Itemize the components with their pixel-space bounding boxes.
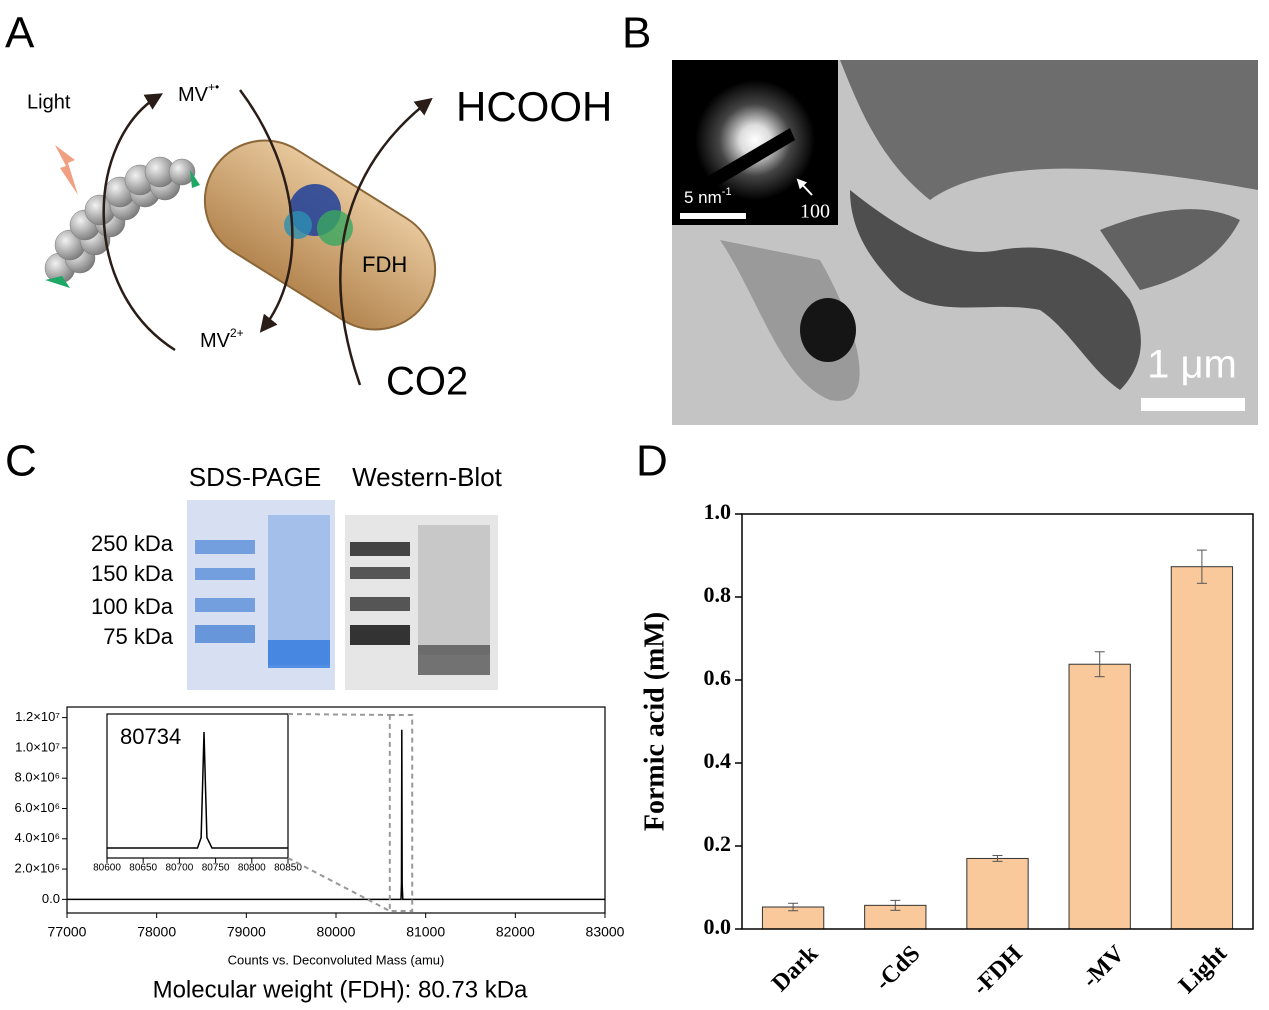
error-bar xyxy=(992,855,1003,862)
x-tick-label: 80800 xyxy=(238,863,266,874)
x-tick-label: -MV xyxy=(1078,940,1131,993)
x-tick-label: 80650 xyxy=(129,863,157,874)
x-tick-label: 80700 xyxy=(165,863,193,874)
mv-reduced-label: MV+• xyxy=(178,80,219,106)
mv-text: MV xyxy=(200,330,231,352)
y-tick-label: 0.6 xyxy=(704,665,732,690)
substrate-label: CO2 xyxy=(386,360,468,404)
y-tick-label: 0.2 xyxy=(704,831,732,856)
y-tick-label: 1.0 xyxy=(704,499,732,524)
y-tick-label: 6.0×10⁶ xyxy=(15,800,60,815)
bar xyxy=(1068,663,1131,930)
plot-frame xyxy=(106,713,289,859)
panel-label: D xyxy=(636,437,668,486)
line-series xyxy=(67,729,605,901)
marker-label: 75 kDa xyxy=(103,624,173,649)
marker-label: 100 kDa xyxy=(91,594,174,619)
mv-sup: 2+ xyxy=(230,326,244,340)
bar xyxy=(966,857,1029,930)
y-tick-label: 0.8 xyxy=(704,582,732,607)
y-tick-label: 0.0 xyxy=(42,891,60,906)
zoom-box xyxy=(388,714,414,912)
panel-label: A xyxy=(5,9,35,58)
scale-bar-label: 1 μm xyxy=(1147,343,1237,387)
line-series xyxy=(107,731,288,849)
gel-title: SDS-PAGE xyxy=(189,462,321,492)
error-bar xyxy=(890,899,901,911)
x-tick-label: 80750 xyxy=(202,863,230,874)
saed-ring-label: 100 xyxy=(800,201,830,223)
light-label: Light xyxy=(27,91,71,113)
y-tick-label: 1.2×10⁷ xyxy=(15,709,60,724)
x-tick-label: Dark xyxy=(767,940,824,997)
error-bar xyxy=(788,902,799,912)
x-axis-label: Counts vs. Deconvoluted Mass (amu) xyxy=(228,952,445,967)
zoom-connector xyxy=(287,857,391,912)
y-tick-label: 2.0×10⁶ xyxy=(15,861,60,876)
mv-sup: +• xyxy=(208,80,219,94)
bar xyxy=(1170,566,1234,930)
x-tick-label: 83000 xyxy=(586,924,625,940)
x-tick-label: 80850 xyxy=(274,863,302,874)
saed-sup: -1 xyxy=(722,186,732,198)
gels: SDS-PAGE Western-Blot 250 kDa 150 kDa 10… xyxy=(91,462,503,690)
saed-scale-label: 5 nm-1 xyxy=(684,186,732,208)
x-tick-label: 81000 xyxy=(406,924,445,940)
mv-oxidized-label: MV2+ xyxy=(200,326,244,352)
micrograph: 5 nm-1 100 1 μm xyxy=(672,60,1258,425)
y-tick-label: 0.4 xyxy=(704,748,732,773)
y-tick-label: 1.0×10⁷ xyxy=(15,739,60,754)
y-axis-label: Formic acid (mM) xyxy=(639,612,670,831)
x-tick-label: 77000 xyxy=(48,924,87,940)
x-tick-label: 78000 xyxy=(137,924,176,940)
x-tick-label: -CdS xyxy=(870,941,925,996)
plot-frame xyxy=(741,513,1254,930)
caption: Molecular weight (FDH): 80.73 kDa xyxy=(153,976,528,1003)
enzyme-label: FDH xyxy=(362,252,407,277)
saed-text: 5 nm xyxy=(684,188,722,207)
panel-label: C xyxy=(5,437,37,486)
x-tick-label: 80600 xyxy=(93,863,121,874)
marker-label: 250 kDa xyxy=(91,531,174,556)
annotation: 80734 xyxy=(120,724,181,749)
marker-label: 150 kDa xyxy=(91,561,174,586)
x-tick-label: 79000 xyxy=(227,924,266,940)
x-tick-label: 82000 xyxy=(496,924,535,940)
y-tick-label: 8.0×10⁶ xyxy=(15,770,60,785)
light-icon xyxy=(55,145,78,195)
x-tick-label: 80000 xyxy=(317,924,356,940)
product-label: HCOOH xyxy=(456,83,612,130)
zoom-connector xyxy=(287,713,390,716)
panel-label: B xyxy=(622,9,651,58)
x-tick-label: Light xyxy=(1174,941,1232,999)
y-tick-label: 0.0 xyxy=(704,914,732,939)
gel-title: Western-Blot xyxy=(352,462,503,492)
diagram: Light MV+• MV2+ HCOOH CO2 FDH xyxy=(27,80,612,403)
mv-text: MV xyxy=(178,84,209,106)
y-tick-label: 4.0×10⁶ xyxy=(15,830,60,845)
error-bar xyxy=(1094,651,1105,678)
error-bar xyxy=(1196,549,1207,584)
x-tick-label: -FDH xyxy=(968,941,1028,1001)
